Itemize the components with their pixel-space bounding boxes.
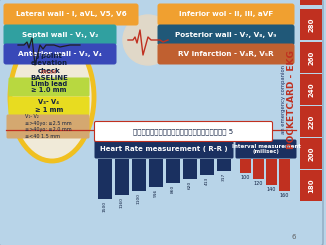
Text: V₃- V₄
≥ 1 mm: V₃- V₄ ≥ 1 mm [35, 99, 63, 112]
Text: 620: 620 [188, 181, 192, 189]
Text: 1160: 1160 [120, 197, 124, 208]
FancyBboxPatch shape [8, 77, 90, 97]
FancyBboxPatch shape [7, 114, 90, 138]
Ellipse shape [10, 33, 94, 161]
Text: Septal wall - V₁, V₂: Septal wall - V₁, V₂ [22, 32, 98, 38]
FancyBboxPatch shape [253, 159, 264, 179]
Text: 6: 6 [291, 234, 296, 240]
FancyBboxPatch shape [4, 24, 116, 46]
Text: an emergency companion: an emergency companion [280, 65, 286, 135]
FancyBboxPatch shape [166, 159, 180, 183]
FancyBboxPatch shape [115, 159, 129, 195]
Text: 860: 860 [171, 185, 175, 193]
Text: Posterior wall - V₇, V₈, V₉: Posterior wall - V₇, V₈, V₉ [175, 32, 277, 38]
Text: Interval measurement
(milisec): Interval measurement (milisec) [231, 144, 301, 154]
FancyBboxPatch shape [132, 159, 146, 191]
FancyBboxPatch shape [157, 44, 294, 64]
FancyBboxPatch shape [149, 159, 163, 187]
Text: 200: 200 [308, 146, 314, 161]
Text: Heart Rate measurement ( R-R ): Heart Rate measurement ( R-R ) [100, 146, 228, 152]
Text: 317: 317 [222, 173, 226, 181]
FancyBboxPatch shape [300, 138, 322, 169]
Text: Limb lead
≥ 1.0 mm: Limb lead ≥ 1.0 mm [31, 81, 67, 94]
Text: 1500: 1500 [103, 201, 107, 212]
FancyBboxPatch shape [200, 159, 214, 175]
Text: RV infarction - V₄R, V₅R: RV infarction - V₄R, V₅R [178, 51, 274, 57]
FancyBboxPatch shape [300, 9, 322, 40]
Text: 160: 160 [280, 193, 289, 198]
Text: FROM: FROM [41, 71, 57, 75]
Text: 260: 260 [308, 50, 314, 65]
Text: J point
elevation
check: J point elevation check [31, 53, 67, 74]
Text: 280: 280 [308, 17, 314, 32]
Text: 1100: 1100 [137, 193, 141, 204]
FancyBboxPatch shape [95, 139, 233, 159]
FancyBboxPatch shape [4, 3, 139, 25]
FancyBboxPatch shape [157, 3, 294, 25]
FancyBboxPatch shape [217, 159, 231, 171]
FancyBboxPatch shape [183, 159, 197, 179]
FancyBboxPatch shape [157, 24, 294, 46]
Text: โปรดอ่านคำอธิบายในหน้า 5: โปรดอ่านคำอธิบายในหน้า 5 [133, 128, 233, 135]
Text: Anterior wall - V₃, V₄: Anterior wall - V₃, V₄ [18, 51, 102, 57]
FancyBboxPatch shape [279, 159, 290, 191]
Text: 120: 120 [254, 181, 263, 186]
Text: Inferior wol - II, III, aVF: Inferior wol - II, III, aVF [179, 12, 273, 17]
Text: 100: 100 [241, 175, 250, 180]
Text: 916: 916 [154, 189, 158, 197]
Text: V₁- V₂
≤>40yo: ≥2.5 mm
≤>40yo: ≥2.0 mm
≤<40 1.5 mm: V₁- V₂ ≤>40yo: ≥2.5 mm ≤>40yo: ≥2.0 mm ≤… [25, 114, 71, 139]
FancyBboxPatch shape [300, 106, 322, 137]
FancyBboxPatch shape [235, 139, 297, 159]
Text: 240: 240 [308, 82, 314, 97]
FancyBboxPatch shape [300, 42, 322, 73]
FancyBboxPatch shape [98, 159, 112, 199]
FancyBboxPatch shape [300, 170, 322, 201]
FancyBboxPatch shape [300, 0, 322, 5]
Circle shape [123, 15, 173, 65]
Text: 140: 140 [267, 187, 276, 192]
FancyBboxPatch shape [266, 159, 277, 185]
Text: BASELINE: BASELINE [30, 75, 68, 81]
Text: 180: 180 [308, 178, 314, 193]
FancyBboxPatch shape [95, 122, 273, 142]
Text: POCKETCARD - EKG: POCKETCARD - EKG [287, 50, 295, 149]
FancyBboxPatch shape [300, 74, 322, 105]
Text: 220: 220 [308, 114, 314, 129]
FancyBboxPatch shape [4, 44, 116, 64]
FancyBboxPatch shape [240, 159, 251, 173]
Text: 413: 413 [205, 177, 209, 185]
Text: Lateral wall - I, aVL, V5, V6: Lateral wall - I, aVL, V5, V6 [16, 12, 126, 17]
FancyBboxPatch shape [8, 97, 90, 115]
